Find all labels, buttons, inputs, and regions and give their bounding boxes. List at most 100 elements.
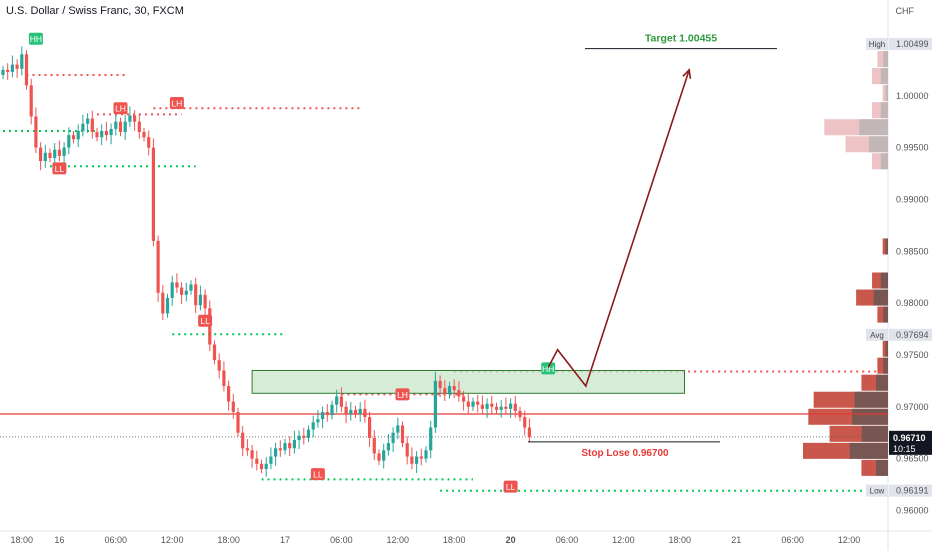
- candle-body: [386, 443, 390, 451]
- candle-body: [161, 292, 165, 314]
- candle-body: [151, 147, 155, 241]
- volume-profile-bar-inner: [849, 442, 888, 459]
- candle-body: [527, 427, 531, 437]
- volume-profile: [803, 51, 888, 476]
- candle-body: [100, 131, 104, 138]
- volume-profile-bar-inner: [873, 289, 888, 306]
- projection-arrow: Target 1.00455 Stop Lose 0.96700: [528, 33, 777, 459]
- candle-body: [24, 54, 29, 86]
- candle-body: [241, 432, 245, 449]
- axis-badge-bg: [866, 38, 888, 51]
- time-tick: 12:00: [161, 535, 184, 545]
- candle-body: [147, 137, 151, 148]
- candle-body: [372, 437, 376, 454]
- candle-body: [415, 456, 419, 464]
- candle-body: [259, 463, 264, 469]
- candle-body: [175, 282, 179, 288]
- swing-label-text: LL: [313, 470, 323, 480]
- axis-badge-bg: [866, 484, 888, 497]
- candle-body: [325, 411, 329, 416]
- candle-body: [67, 135, 71, 148]
- candle-body: [39, 147, 43, 162]
- swing-label-badge: [52, 162, 67, 175]
- level-lines: [0, 74, 888, 492]
- candle-body: [6, 69, 10, 72]
- candle-body: [81, 123, 85, 132]
- candle-body: [57, 149, 61, 156]
- resistance-zone-rect: [251, 369, 685, 394]
- swing-label-text: LL: [55, 164, 65, 174]
- swing-label-badge: [28, 32, 43, 45]
- volume-profile-bar-inner: [880, 153, 888, 170]
- candle-body: [20, 54, 24, 69]
- candle-body: [212, 344, 217, 361]
- swing-label-text: HH: [30, 34, 42, 44]
- swing-label-badge: [198, 314, 213, 327]
- time-tick: 17: [280, 535, 290, 545]
- volume-profile-bar: [877, 357, 888, 374]
- price-axis[interactable]: High 1.00499 1.00000 0.99500 0.99000 0.98500 0…: [866, 38, 932, 515]
- candle-body: [400, 425, 405, 444]
- time-tick: 21: [731, 535, 741, 545]
- swing-label-badge: [395, 388, 410, 401]
- time-tick: 12:00: [387, 535, 410, 545]
- time-tick: 12:00: [838, 535, 861, 545]
- time-tick: 18:00: [443, 535, 466, 545]
- swing-label-badge: [169, 97, 184, 110]
- price-tick: 0.96000: [896, 505, 929, 515]
- candle-body: [462, 396, 466, 402]
- price-tick: 1.00000: [896, 91, 929, 101]
- candle-body: [480, 404, 484, 409]
- candle-body: [504, 406, 508, 409]
- candle-body: [236, 411, 240, 433]
- volume-profile-bar-inner: [854, 391, 888, 408]
- candle-body: [396, 425, 400, 433]
- volume-profile-bar-inner: [861, 425, 888, 442]
- candle-body: [316, 419, 320, 423]
- axis-badge-label: High: [869, 40, 885, 49]
- volume-profile-bar: [882, 85, 888, 102]
- swing-label: LL: [198, 314, 213, 327]
- volume-profile-bar-inner: [876, 459, 888, 476]
- candle-body: [466, 401, 470, 407]
- candle-body: [339, 396, 343, 407]
- swing-label: LH: [113, 102, 128, 115]
- swing-label: LH: [395, 388, 410, 401]
- volume-profile-bar: [882, 238, 888, 255]
- candle-body: [278, 448, 282, 451]
- time-axis[interactable]: 18:00 16 06:00 12:00 18:00 17 06:00 12:00 18:00 2…: [11, 535, 861, 545]
- candle-body: [424, 450, 428, 459]
- price-tick: 1.00499: [896, 39, 929, 49]
- swing-label: HH: [28, 32, 43, 45]
- candle-body: [311, 422, 315, 430]
- swing-label-text: LH: [115, 104, 126, 114]
- price-tick: 0.98500: [896, 246, 929, 256]
- candle-body: [104, 131, 108, 136]
- axis-badge-label: Avg: [870, 331, 884, 340]
- axis-badge-value-bg: [889, 328, 932, 341]
- candle-body: [494, 406, 499, 410]
- swing-label-text: LL: [506, 482, 516, 492]
- current-price-text: 0.96710: [893, 433, 926, 443]
- candle-body: [109, 128, 113, 136]
- candle-body: [71, 135, 76, 140]
- candle-body: [335, 396, 339, 405]
- time-tick: 18:00: [11, 535, 34, 545]
- candle-body: [471, 401, 475, 407]
- time-tick: 06:00: [781, 535, 804, 545]
- target-label: Target 1.00455: [645, 33, 717, 45]
- swing-labels: HH LH LH LL LL LL LH LL HH: [28, 32, 556, 493]
- candle-body: [255, 458, 259, 464]
- currency-label: CHF: [895, 6, 915, 16]
- volume-profile-bar-inner: [885, 340, 888, 357]
- candle-body: [180, 287, 184, 295]
- candle-body: [410, 456, 414, 464]
- axis-badge-label: Low: [870, 487, 885, 496]
- price-tick: 0.98000: [896, 298, 929, 308]
- price-tick: 0.99000: [896, 194, 929, 204]
- candle-body: [330, 404, 334, 416]
- candle-body: [306, 429, 311, 438]
- volume-profile-bar-inner: [876, 374, 888, 391]
- candle-body: [1, 69, 5, 76]
